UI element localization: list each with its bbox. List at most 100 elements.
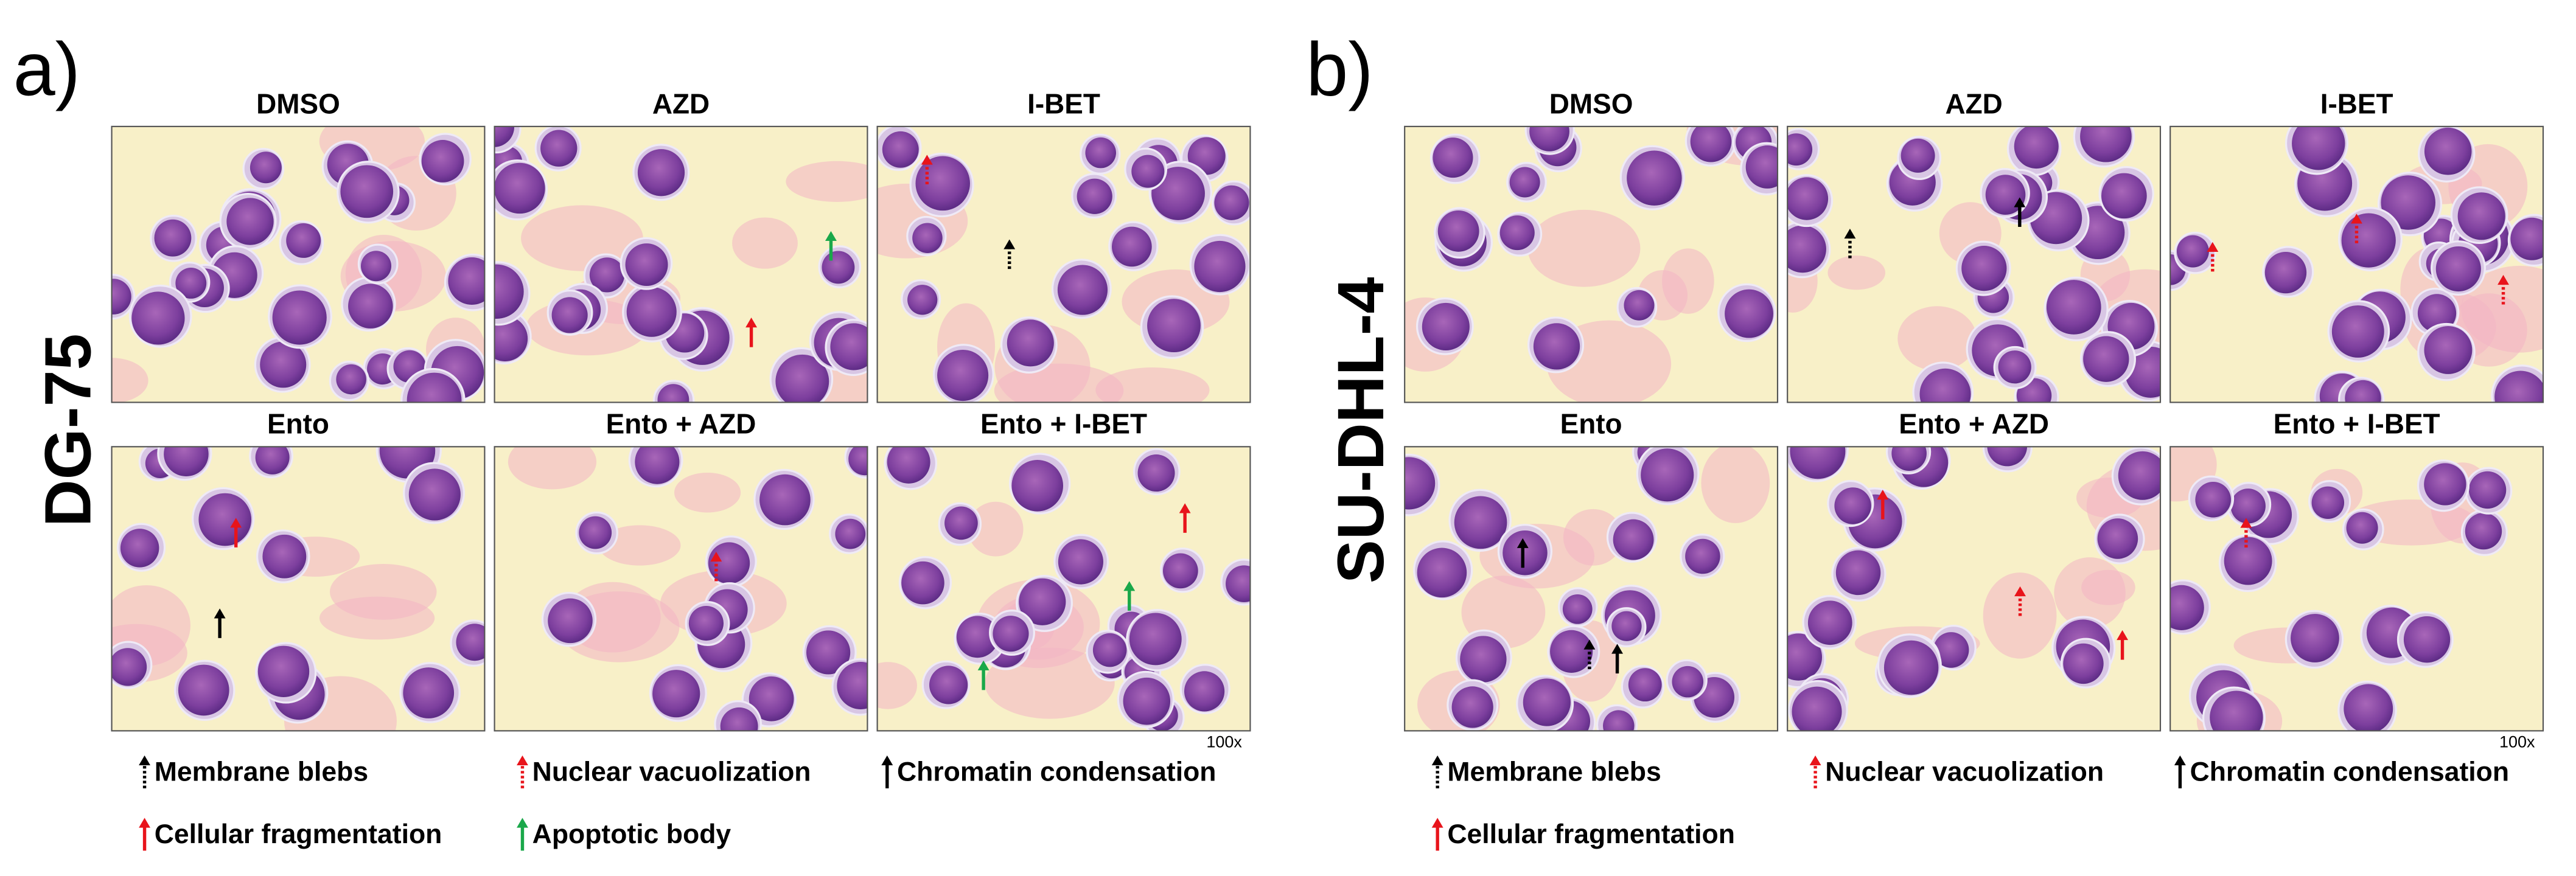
cell-nucleus	[2014, 126, 2059, 169]
arrow-head	[2497, 274, 2509, 285]
cell-nucleus	[262, 534, 307, 579]
cell-nucleus	[1834, 487, 1871, 524]
micrograph-frame	[494, 446, 868, 732]
cell-nucleus	[257, 645, 310, 697]
cell-nucleus	[1919, 368, 1971, 403]
debris	[877, 662, 917, 709]
cell-nucleus	[1807, 600, 1852, 645]
cell-nucleus	[912, 223, 943, 254]
cell-nucleus	[286, 223, 321, 258]
cell-nucleus	[1627, 150, 1682, 206]
legend-text: Nuclear vacuolization	[532, 757, 811, 787]
cell-nucleus	[340, 165, 394, 218]
cell-nucleus	[1787, 225, 1826, 273]
cell-nucleus	[2264, 251, 2307, 294]
cell-nucleus	[1092, 633, 1127, 667]
arrow-head	[1179, 503, 1191, 513]
cell-nucleus	[1112, 226, 1152, 267]
cell-nucleus	[1129, 613, 1182, 666]
cell-nucleus	[1451, 686, 1493, 728]
cell-nucleus	[1011, 460, 1064, 512]
cell-nucleus	[2468, 471, 2507, 509]
cell-nucleus	[1422, 302, 1470, 351]
legend-text: Membrane blebs	[155, 757, 368, 787]
cell-nucleus	[749, 676, 794, 721]
arrow-head	[1611, 644, 1623, 654]
debris	[674, 472, 741, 513]
cell-nucleus	[175, 268, 207, 299]
cell-nucleus	[336, 364, 366, 395]
micrograph-frame	[1787, 446, 2162, 732]
cell-nucleus	[260, 341, 307, 388]
cell-nucleus	[1933, 632, 1969, 668]
legend-text: Cellular fragmentation	[155, 819, 442, 849]
micrograph-frame	[1404, 125, 1779, 403]
arrow-head	[1809, 755, 1821, 766]
cell-nucleus	[1226, 565, 1251, 602]
cell-nucleus	[1417, 548, 1467, 598]
cell-nucleus	[2465, 512, 2502, 550]
micrograph-frame	[111, 446, 486, 732]
cell-nucleus	[198, 493, 252, 546]
cell-line-label: DG-75	[30, 333, 104, 527]
legend-text: Chromatin condensation	[897, 757, 1216, 787]
cell-nucleus	[1437, 210, 1479, 252]
cell-nucleus	[1987, 447, 2028, 467]
image-title: AZD	[1945, 88, 2002, 119]
cell-nucleus	[164, 447, 209, 477]
cell-nucleus	[652, 670, 700, 718]
image-title: I-BET	[2320, 88, 2393, 119]
cell-nucleus	[688, 605, 724, 641]
panel-label: a)	[13, 28, 80, 112]
cell-nucleus	[625, 243, 668, 287]
cell-nucleus	[1624, 290, 1655, 321]
cell-nucleus	[1690, 126, 1732, 162]
arrow-head	[825, 231, 837, 242]
cell-nucleus	[2381, 175, 2435, 230]
cell-nucleus	[806, 630, 851, 675]
image-title: Ento + I-BET	[2274, 408, 2440, 440]
cell-nucleus	[708, 542, 750, 584]
cell-nucleus	[1460, 636, 1507, 683]
micrograph	[1405, 126, 1778, 403]
arrow-head	[2350, 214, 2362, 224]
cell-nucleus	[1503, 530, 1548, 575]
arrow-head	[881, 755, 893, 766]
legend-text: Membrane blebs	[1447, 757, 1661, 787]
panel: b) SU-DHL-4 DMSO AZD I-BET Ento Ento + AZD Ento…	[1306, 28, 2544, 851]
micrograph	[494, 447, 868, 731]
arrow-head	[745, 318, 758, 328]
micrograph	[2170, 447, 2544, 731]
cell-nucleus	[915, 156, 970, 211]
image-title: AZD	[652, 88, 710, 119]
image-title: Ento	[267, 408, 329, 440]
cell-nucleus	[1901, 138, 1935, 173]
cell-nucleus	[1077, 178, 1112, 214]
cell-nucleus	[540, 130, 578, 167]
arrow-head	[1844, 228, 1856, 239]
debris	[1897, 306, 1977, 371]
image-title: Ento	[1560, 408, 1622, 440]
cell-nucleus	[456, 624, 485, 661]
cell-nucleus	[1162, 553, 1198, 589]
cell-nucleus	[2403, 616, 2451, 663]
debris	[508, 447, 597, 490]
cell-nucleus	[154, 219, 192, 257]
cell-nucleus	[830, 323, 868, 370]
cell-nucleus	[2291, 614, 2339, 662]
image-title: Ento + AZD	[1899, 408, 2049, 440]
cell-nucleus	[1131, 155, 1165, 188]
arrow-head	[230, 518, 242, 528]
cell-line-label: SU-DHL-4	[1324, 277, 1397, 583]
arrow-head	[2117, 630, 2129, 641]
arrow-head	[214, 608, 226, 619]
cell-nucleus	[1998, 350, 2031, 384]
cell-nucleus	[1787, 177, 1829, 220]
cell-nucleus	[1454, 496, 1507, 549]
micrograph	[111, 126, 485, 403]
cell-nucleus	[759, 474, 811, 526]
cell-nucleus	[993, 616, 1029, 652]
legend-text: Nuclear vacuolization	[1825, 757, 2104, 787]
cell-nucleus	[2210, 690, 2263, 731]
arrow-head	[2014, 586, 2026, 597]
